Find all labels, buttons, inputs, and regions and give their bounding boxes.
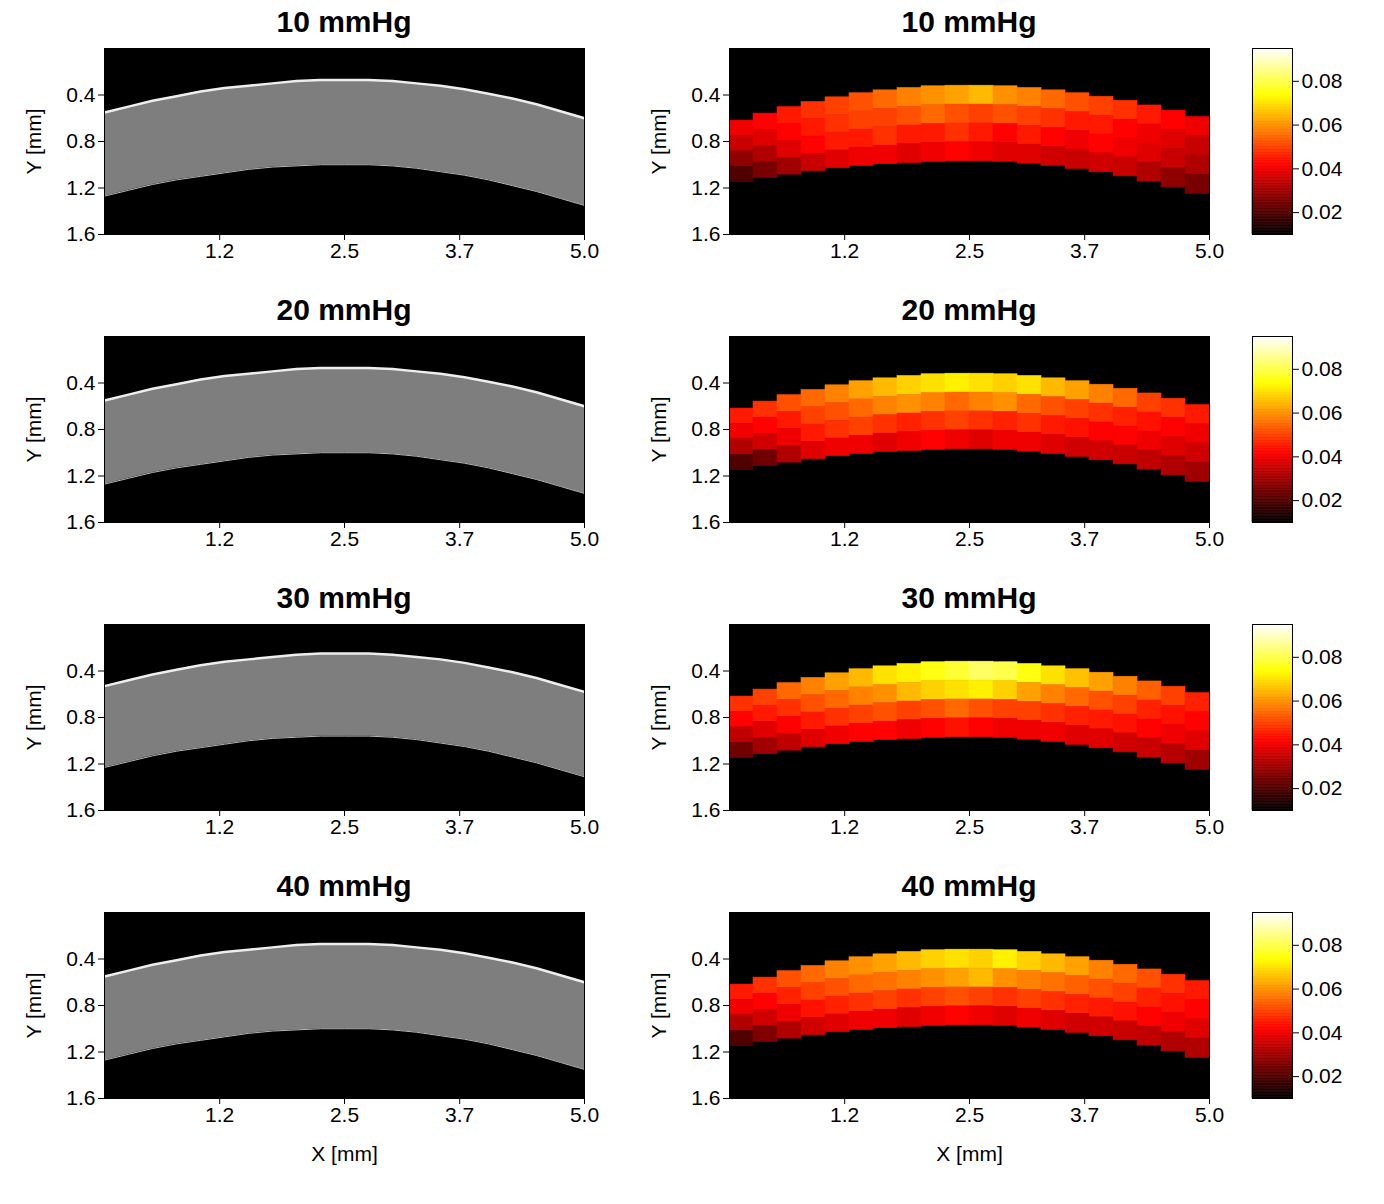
- svg-text:5.0: 5.0: [570, 815, 599, 838]
- svg-text:2.5: 2.5: [330, 239, 359, 262]
- svg-text:5.0: 5.0: [1195, 815, 1224, 838]
- svg-text:0.06: 0.06: [1302, 401, 1343, 424]
- html-text:30 mmHg: 30 mmHg: [276, 581, 412, 614]
- svg-text:Y [mm]: Y [mm]: [647, 108, 670, 174]
- svg-text:1.2: 1.2: [830, 815, 859, 838]
- svg-text:0.4: 0.4: [66, 659, 96, 682]
- svg-text:2.5: 2.5: [955, 527, 984, 550]
- svg-text:0.8: 0.8: [691, 129, 720, 152]
- svg-text:1.2: 1.2: [830, 527, 859, 550]
- svg-text:0.4: 0.4: [691, 947, 721, 970]
- svg-text:1.2: 1.2: [691, 464, 720, 487]
- svg-text:2.5: 2.5: [330, 527, 359, 550]
- svg-text:0.02: 0.02: [1302, 200, 1343, 223]
- svg-text:2.5: 2.5: [955, 1103, 984, 1126]
- svg-text:3.7: 3.7: [1070, 1103, 1099, 1126]
- svg-text:0.8: 0.8: [691, 993, 720, 1016]
- svg-text:0.06: 0.06: [1302, 113, 1343, 136]
- svg-text:3.7: 3.7: [445, 527, 474, 550]
- svg-text:1.2: 1.2: [66, 176, 95, 199]
- svg-text:1.2: 1.2: [830, 239, 859, 262]
- svg-text:Y [mm]: Y [mm]: [647, 972, 670, 1038]
- html-text:30 mmHg: 30 mmHg: [901, 581, 1037, 614]
- svg-text:0.02: 0.02: [1302, 488, 1343, 511]
- svg-text:X [mm]: X [mm]: [311, 1142, 378, 1165]
- svg-text:0.8: 0.8: [691, 705, 720, 728]
- svg-text:0.02: 0.02: [1302, 1064, 1343, 1087]
- svg-text:1.2: 1.2: [205, 815, 234, 838]
- html-text:40 mmHg: 40 mmHg: [901, 869, 1037, 902]
- svg-text:0.08: 0.08: [1302, 933, 1343, 956]
- svg-text:2.5: 2.5: [955, 815, 984, 838]
- svg-text:0.4: 0.4: [691, 83, 721, 106]
- svg-text:X [mm]: X [mm]: [936, 1142, 1003, 1165]
- svg-text:1.6: 1.6: [66, 510, 95, 533]
- svg-text:1.6: 1.6: [66, 222, 95, 245]
- svg-text:0.08: 0.08: [1302, 69, 1343, 92]
- svg-text:3.7: 3.7: [445, 1103, 474, 1126]
- svg-text:1.6: 1.6: [691, 1086, 720, 1109]
- svg-text:0.8: 0.8: [66, 417, 95, 440]
- svg-text:5.0: 5.0: [570, 1103, 599, 1126]
- svg-text:2.5: 2.5: [330, 1103, 359, 1126]
- svg-text:0.4: 0.4: [691, 659, 721, 682]
- svg-text:1.6: 1.6: [66, 798, 95, 821]
- svg-text:Y [mm]: Y [mm]: [22, 396, 45, 462]
- svg-text:0.06: 0.06: [1302, 689, 1343, 712]
- svg-text:1.6: 1.6: [691, 798, 720, 821]
- svg-text:3.7: 3.7: [1070, 815, 1099, 838]
- svg-text:1.2: 1.2: [830, 1103, 859, 1126]
- svg-text:0.4: 0.4: [691, 371, 721, 394]
- html-text:10 mmHg: 10 mmHg: [901, 5, 1037, 38]
- svg-text:5.0: 5.0: [570, 239, 599, 262]
- svg-text:2.5: 2.5: [955, 239, 984, 262]
- svg-text:0.08: 0.08: [1302, 357, 1343, 380]
- svg-text:3.7: 3.7: [445, 239, 474, 262]
- svg-text:0.04: 0.04: [1302, 733, 1343, 756]
- svg-text:3.7: 3.7: [445, 815, 474, 838]
- svg-text:0.04: 0.04: [1302, 157, 1343, 180]
- svg-text:3.7: 3.7: [1070, 239, 1099, 262]
- svg-text:1.2: 1.2: [205, 1103, 234, 1126]
- svg-text:0.8: 0.8: [66, 129, 95, 152]
- svg-text:0.4: 0.4: [66, 83, 96, 106]
- svg-text:1.2: 1.2: [66, 1040, 95, 1063]
- svg-text:5.0: 5.0: [1195, 1103, 1224, 1126]
- svg-text:5.0: 5.0: [1195, 527, 1224, 550]
- html-text:40 mmHg: 40 mmHg: [276, 869, 412, 902]
- svg-text:5.0: 5.0: [570, 527, 599, 550]
- svg-text:1.2: 1.2: [205, 527, 234, 550]
- svg-text:0.06: 0.06: [1302, 977, 1343, 1000]
- svg-text:1.6: 1.6: [691, 222, 720, 245]
- svg-text:1.2: 1.2: [691, 176, 720, 199]
- svg-text:1.2: 1.2: [691, 1040, 720, 1063]
- svg-text:Y [mm]: Y [mm]: [647, 684, 670, 750]
- html-text:10 mmHg: 10 mmHg: [276, 5, 412, 38]
- svg-text:0.04: 0.04: [1302, 445, 1343, 468]
- html-text:20 mmHg: 20 mmHg: [901, 293, 1037, 326]
- svg-text:Y [mm]: Y [mm]: [22, 972, 45, 1038]
- svg-text:Y [mm]: Y [mm]: [22, 684, 45, 750]
- svg-text:0.02: 0.02: [1302, 776, 1343, 799]
- svg-text:1.2: 1.2: [205, 239, 234, 262]
- svg-text:0.4: 0.4: [66, 947, 96, 970]
- svg-text:0.8: 0.8: [691, 417, 720, 440]
- svg-text:1.2: 1.2: [691, 752, 720, 775]
- svg-text:0.8: 0.8: [66, 993, 95, 1016]
- svg-text:1.2: 1.2: [66, 464, 95, 487]
- svg-text:2.5: 2.5: [330, 815, 359, 838]
- svg-text:5.0: 5.0: [1195, 239, 1224, 262]
- svg-text:1.6: 1.6: [691, 510, 720, 533]
- svg-text:0.8: 0.8: [66, 705, 95, 728]
- svg-text:0.4: 0.4: [66, 371, 96, 394]
- svg-text:0.08: 0.08: [1302, 645, 1343, 668]
- svg-text:3.7: 3.7: [1070, 527, 1099, 550]
- svg-text:Y [mm]: Y [mm]: [647, 396, 670, 462]
- svg-text:0.04: 0.04: [1302, 1021, 1343, 1044]
- svg-text:1.6: 1.6: [66, 1086, 95, 1109]
- html-text:20 mmHg: 20 mmHg: [276, 293, 412, 326]
- svg-text:Y [mm]: Y [mm]: [22, 108, 45, 174]
- svg-text:1.2: 1.2: [66, 752, 95, 775]
